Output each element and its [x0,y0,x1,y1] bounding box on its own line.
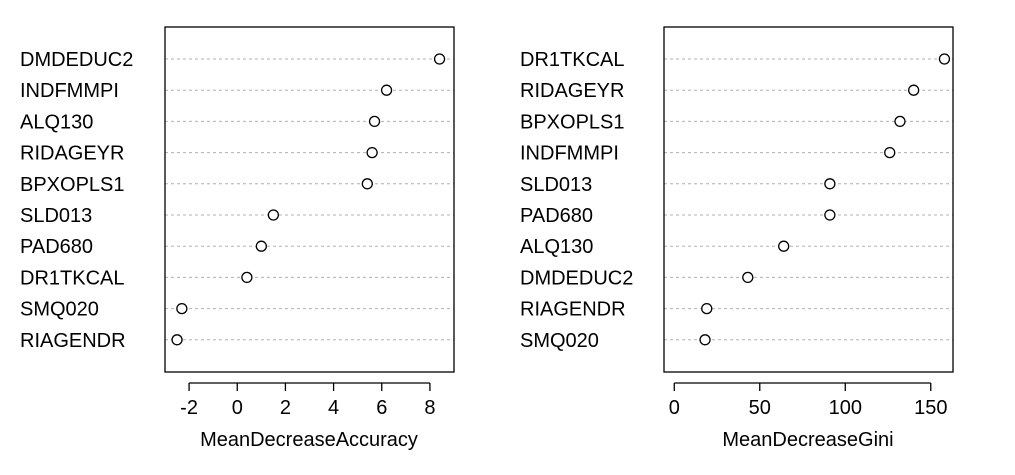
data-point [366,146,378,159]
category-label: BPXOPLS1 [20,174,125,196]
data-point [701,302,713,315]
x-tick-label: 4 [328,397,339,419]
data-point [894,115,906,128]
category-label: SMQ020 [520,330,599,352]
data-point [361,178,373,190]
category-label: DMDEDUC2 [20,49,133,71]
category-label: RIDAGEYR [20,143,124,165]
x-tick-label: 100 [829,397,862,419]
data-point [778,240,790,252]
data-point [824,178,836,190]
x-axis-title: MeanDecreaseAccuracy [200,429,418,451]
category-label: RIAGENDR [20,330,126,352]
x-tick-label: 2 [280,397,291,419]
category-label: INDFMMPI [20,80,119,102]
category-label: DR1TKCAL [20,267,124,289]
category-label: ALQ130 [520,236,593,258]
data-point [884,146,896,159]
x-tick-label: 8 [424,397,435,419]
category-label: SMQ020 [20,299,99,321]
category-label: INDFMMPI [520,143,619,165]
category-label: ALQ130 [20,111,93,133]
category-label: SLD013 [520,174,592,196]
category-label: DR1TKCAL [520,49,624,71]
x-tick-label: 50 [749,397,771,419]
category-label: DMDEDUC2 [520,267,633,289]
plot-frame [164,26,455,373]
data-point [176,302,188,315]
category-label: BPXOPLS1 [520,111,625,133]
x-tick-label: 0 [232,397,243,419]
x-tick-label: -2 [180,397,198,419]
data-point [699,334,711,346]
plot-frame [663,26,954,373]
data-point [267,209,280,221]
x-axis-title: MeanDecreaseGini [722,429,893,451]
data-point [368,115,381,128]
category-label: SLD013 [20,205,92,227]
data-point [742,271,754,284]
data-point [908,84,920,96]
data-point [433,53,446,65]
data-point [171,334,183,346]
x-tick-label: 6 [376,397,387,419]
x-tick-label: 150 [914,397,947,419]
category-label: PAD680 [520,205,593,227]
x-tick-label: 0 [669,397,680,419]
data-point [938,53,951,65]
data-point [380,84,393,96]
category-label: RIDAGEYR [520,80,624,102]
data-point [255,240,267,252]
data-point [241,271,253,284]
category-label: RIAGENDR [520,299,626,321]
data-point [824,209,836,221]
category-label: PAD680 [20,236,93,258]
